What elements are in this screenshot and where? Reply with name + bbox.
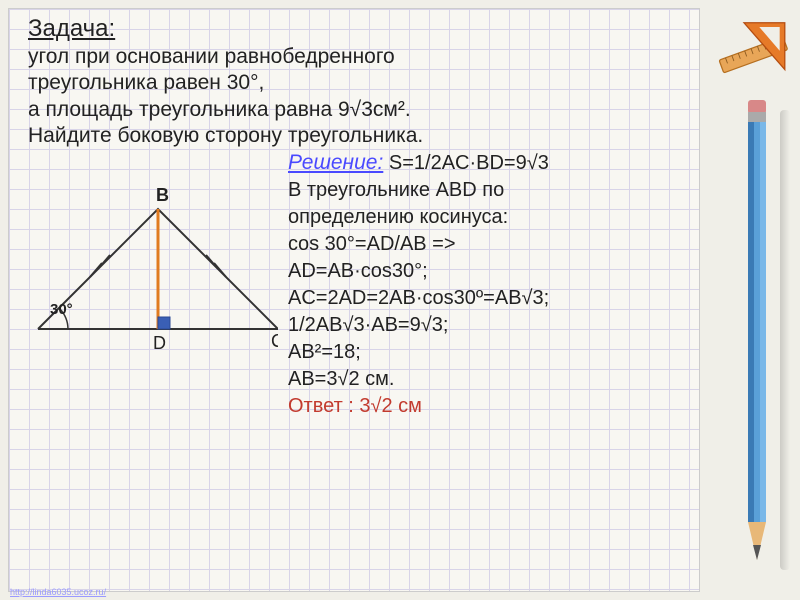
problem-line: Найдите боковую сторону треугольника. bbox=[28, 124, 423, 147]
solution-line: определению косинуса: bbox=[288, 206, 508, 228]
solution-line: В треугольнике ABD по bbox=[288, 179, 504, 201]
solution-title: Решение: bbox=[288, 151, 383, 174]
solution-line: 1/2AB√3·AB=9√3; bbox=[288, 314, 448, 336]
solution-row: B C D 30° Решение: S=1/2AC·BD=9√3 В треу… bbox=[28, 149, 685, 420]
pencil-shadow bbox=[780, 110, 790, 570]
solution-line: AB²=18; bbox=[288, 341, 361, 363]
problem-line: угол при основании равнобедренного bbox=[28, 45, 395, 68]
solution-line: AC=2AD=2AB·cos30º=AB√3; bbox=[288, 287, 549, 309]
problem-title: Задача: bbox=[28, 15, 115, 42]
solution-line: cos 30°=AD/AB => bbox=[288, 233, 456, 255]
vertex-b-label: B bbox=[156, 185, 169, 205]
slide-content: Задача: угол при основании равнобедренно… bbox=[18, 10, 695, 590]
triangle-diagram: B C D 30° bbox=[28, 149, 288, 376]
solution-line: AB=3√2 см. bbox=[288, 368, 394, 390]
vertex-d-label: D bbox=[153, 333, 166, 353]
problem-line: а площадь треугольника равна 9√3см². bbox=[28, 98, 411, 121]
solution-answer: Ответ : 3√2 см bbox=[288, 395, 422, 417]
footer-url: http://linda6035.ucoz.ru/ bbox=[10, 587, 106, 597]
solution-line: AD=AB·cos30°; bbox=[288, 260, 428, 282]
ruler-setsquare-icon bbox=[710, 10, 795, 95]
angle-label: 30° bbox=[50, 301, 73, 318]
solution-block: Решение: S=1/2AC·BD=9√3 В треугольнике A… bbox=[288, 149, 685, 420]
right-decoration bbox=[705, 0, 800, 600]
problem-block: Задача: угол при основании равнобедренно… bbox=[28, 14, 685, 149]
problem-line: треугольника равен 30°, bbox=[28, 71, 264, 94]
triangle-svg: B C D 30° bbox=[28, 169, 278, 369]
pencil-icon bbox=[742, 100, 772, 570]
solution-line: S=1/2AC·BD=9√3 bbox=[389, 152, 549, 174]
vertex-c-label: C bbox=[271, 331, 278, 351]
